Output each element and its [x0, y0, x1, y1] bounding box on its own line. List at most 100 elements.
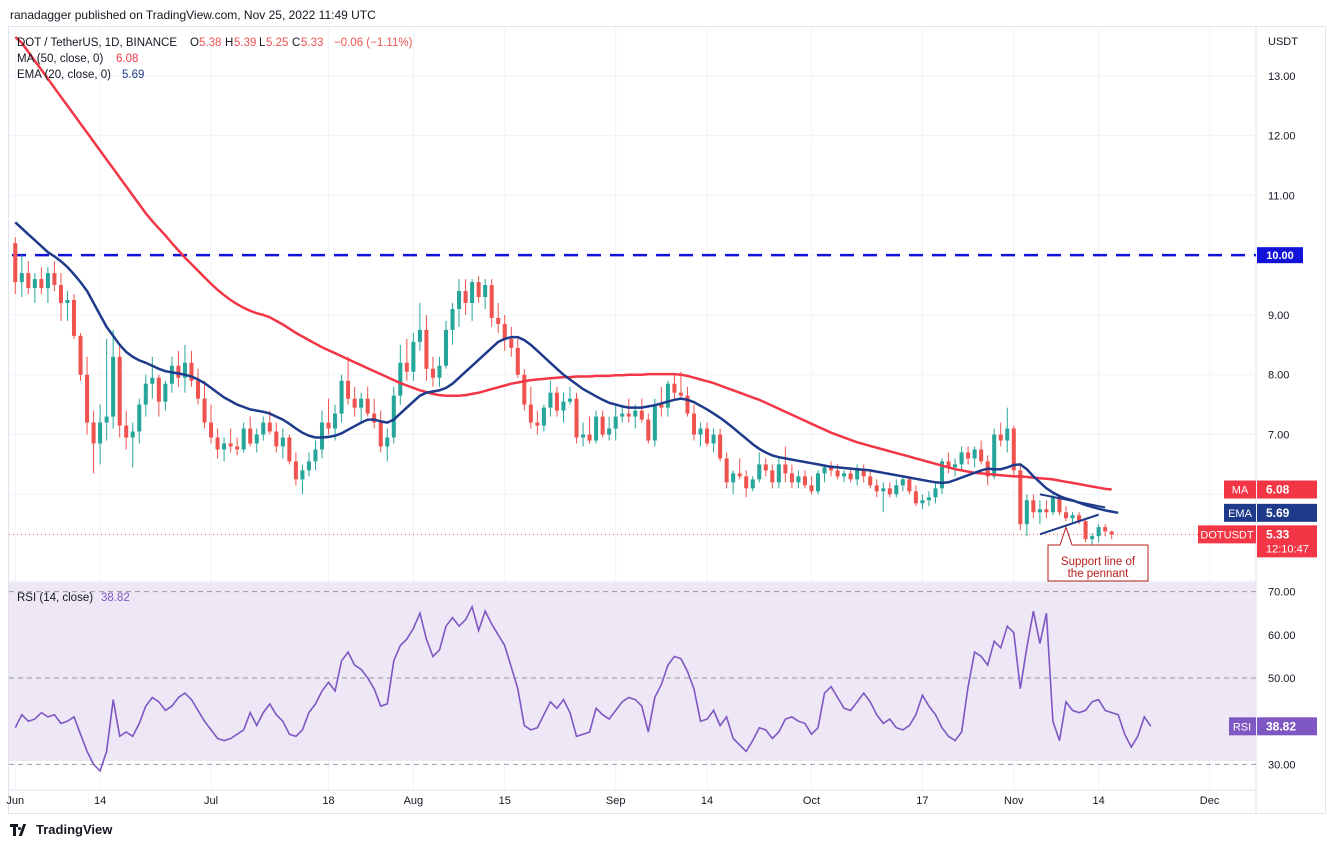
price-tag-label-box	[1198, 525, 1256, 544]
candle-body	[496, 317, 501, 324]
candle-body	[1083, 521, 1088, 540]
rsi-line	[14, 604, 1152, 773]
candle-body	[169, 365, 174, 384]
price-tag-label: EMA	[1228, 508, 1253, 520]
candle-body	[574, 398, 579, 438]
candle-body	[535, 422, 540, 426]
candle-body	[1103, 527, 1108, 532]
candle-body	[815, 473, 821, 492]
open-label: O	[190, 37, 199, 49]
candle-body	[652, 404, 657, 441]
candle-body	[326, 422, 331, 429]
time-tick-label: Aug	[404, 795, 424, 807]
candle-body	[926, 497, 931, 501]
candle-body	[463, 291, 468, 303]
candle-body	[953, 464, 958, 468]
time-tick-label: 14	[1093, 795, 1105, 807]
candle-body	[920, 500, 925, 504]
ma-legend-label: MA (50, close, 0)	[17, 53, 103, 65]
candle-body	[306, 461, 311, 471]
candle-body	[724, 458, 729, 483]
candle-body	[39, 279, 44, 289]
candle-body	[1005, 428, 1010, 441]
candle-body	[1018, 470, 1023, 525]
candle-body	[509, 338, 514, 348]
change-value: −0.06 (−1.11%)	[334, 37, 413, 49]
candle-body	[757, 464, 762, 480]
rsi-legend-value: 38.82	[101, 592, 130, 604]
pennant-upper-line	[1039, 493, 1106, 509]
candle-body	[1024, 500, 1029, 525]
candle-body	[861, 470, 866, 477]
price-tick-label: 7.00	[1268, 430, 1289, 442]
candle-body	[998, 434, 1003, 441]
candle-body	[548, 392, 553, 408]
candle-body	[541, 407, 546, 426]
candle-body	[483, 285, 488, 298]
publisher-line: ranadagger published on TradingView.com,…	[10, 8, 376, 22]
candle-body	[430, 368, 435, 378]
candle-body	[365, 398, 370, 414]
price-tick-label: 8.00	[1268, 370, 1289, 382]
candle-body	[581, 434, 586, 438]
candle-body	[457, 291, 462, 309]
candle-body	[104, 416, 109, 423]
candle-body	[1077, 515, 1082, 522]
candle-body	[607, 428, 612, 435]
candle-body	[522, 374, 527, 405]
candle-body	[894, 485, 899, 495]
price-tag-value-box	[1257, 525, 1317, 558]
candle-body	[182, 362, 187, 378]
candle-body	[802, 476, 807, 486]
rsi-legend-label: RSI (14, close)	[17, 592, 93, 604]
candle-body	[476, 282, 481, 298]
annotation-text-line1: Support line of	[1061, 556, 1136, 568]
candle-body	[842, 473, 847, 477]
time-tick-label: 14	[701, 795, 713, 807]
candle-body	[333, 413, 338, 429]
candle-body	[385, 437, 390, 447]
candle-body	[215, 437, 220, 450]
candle-body	[150, 377, 155, 384]
candle-body	[124, 425, 129, 438]
candle-body	[346, 380, 351, 399]
candle-body	[267, 422, 272, 432]
ma-legend-value: 6.08	[116, 53, 138, 65]
candle-body	[1057, 497, 1062, 513]
rsi-tick-label: 50.00	[1268, 673, 1296, 685]
time-tick-label: 14	[94, 795, 106, 807]
candle-body	[1096, 527, 1101, 537]
candle-body	[189, 362, 194, 381]
candle-body	[372, 413, 377, 423]
candle-body	[900, 479, 905, 486]
resistance-level-tag	[1257, 247, 1303, 264]
candle-body	[672, 383, 677, 393]
candle-body	[848, 473, 853, 480]
candle-body	[561, 401, 566, 411]
rsi-tag-value-box	[1257, 717, 1317, 736]
candle-body	[750, 479, 755, 489]
chart-frame	[8, 26, 1326, 814]
candle-body	[1037, 509, 1042, 513]
candle-body	[280, 437, 285, 447]
time-tick-label: Dec	[1200, 795, 1220, 807]
candle-body	[300, 470, 305, 480]
candle-body	[783, 464, 788, 474]
price-tick-label: 12.00	[1268, 131, 1296, 143]
candle-body	[359, 398, 364, 408]
candle-body	[130, 431, 135, 438]
candle-body	[287, 437, 292, 462]
symbol-label: DOT / TetherUS, 1D, BINANCE	[17, 37, 177, 49]
candle-body	[1070, 515, 1075, 519]
candle-body	[235, 446, 240, 450]
candle-body	[143, 383, 148, 405]
candle-body	[398, 362, 403, 396]
price-tag-label-box	[1224, 480, 1256, 499]
candle-body	[796, 476, 801, 483]
candle-body	[489, 285, 494, 318]
candle-body	[254, 434, 259, 444]
candle-body	[111, 356, 116, 417]
candle-body	[352, 398, 357, 408]
candle-body	[417, 329, 422, 342]
